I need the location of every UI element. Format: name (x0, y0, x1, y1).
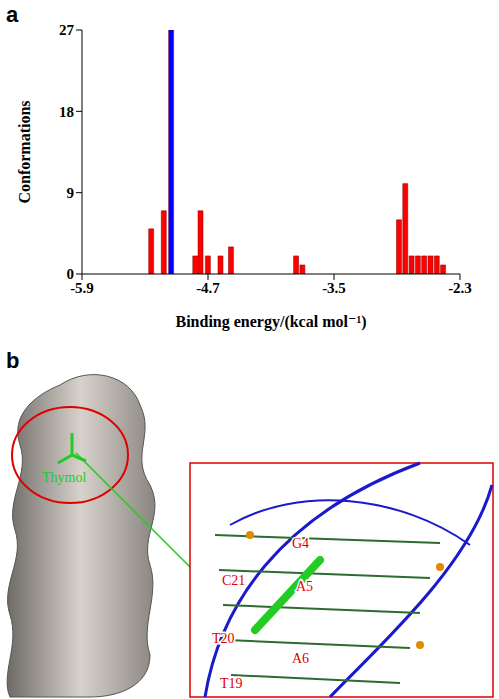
svg-text:-2.3: -2.3 (448, 280, 472, 296)
svg-text:-3.5: -3.5 (322, 280, 346, 296)
html-text:a: a (6, 2, 19, 27)
svg-text:A6: A6 (292, 651, 309, 666)
svg-text:Thymol: Thymol (42, 470, 86, 485)
svg-text:G4: G4 (292, 536, 309, 551)
svg-text:Binding energy/(kcal mol⁻¹): Binding energy/(kcal mol⁻¹) (175, 313, 366, 331)
svg-text:9: 9 (67, 185, 75, 201)
svg-text:A5: A5 (296, 579, 313, 594)
svg-text:27: 27 (59, 22, 75, 38)
html-text:b: b (6, 348, 20, 373)
svg-text:0: 0 (67, 266, 75, 282)
svg-text:T19: T19 (220, 676, 243, 691)
svg-text:-4.7: -4.7 (196, 280, 220, 296)
svg-text:C21: C21 (222, 573, 245, 588)
svg-text:Conformations: Conformations (16, 100, 33, 203)
svg-text:-5.9: -5.9 (70, 279, 94, 296)
svg-text:18: 18 (59, 104, 74, 120)
svg-text:T20: T20 (212, 631, 235, 646)
